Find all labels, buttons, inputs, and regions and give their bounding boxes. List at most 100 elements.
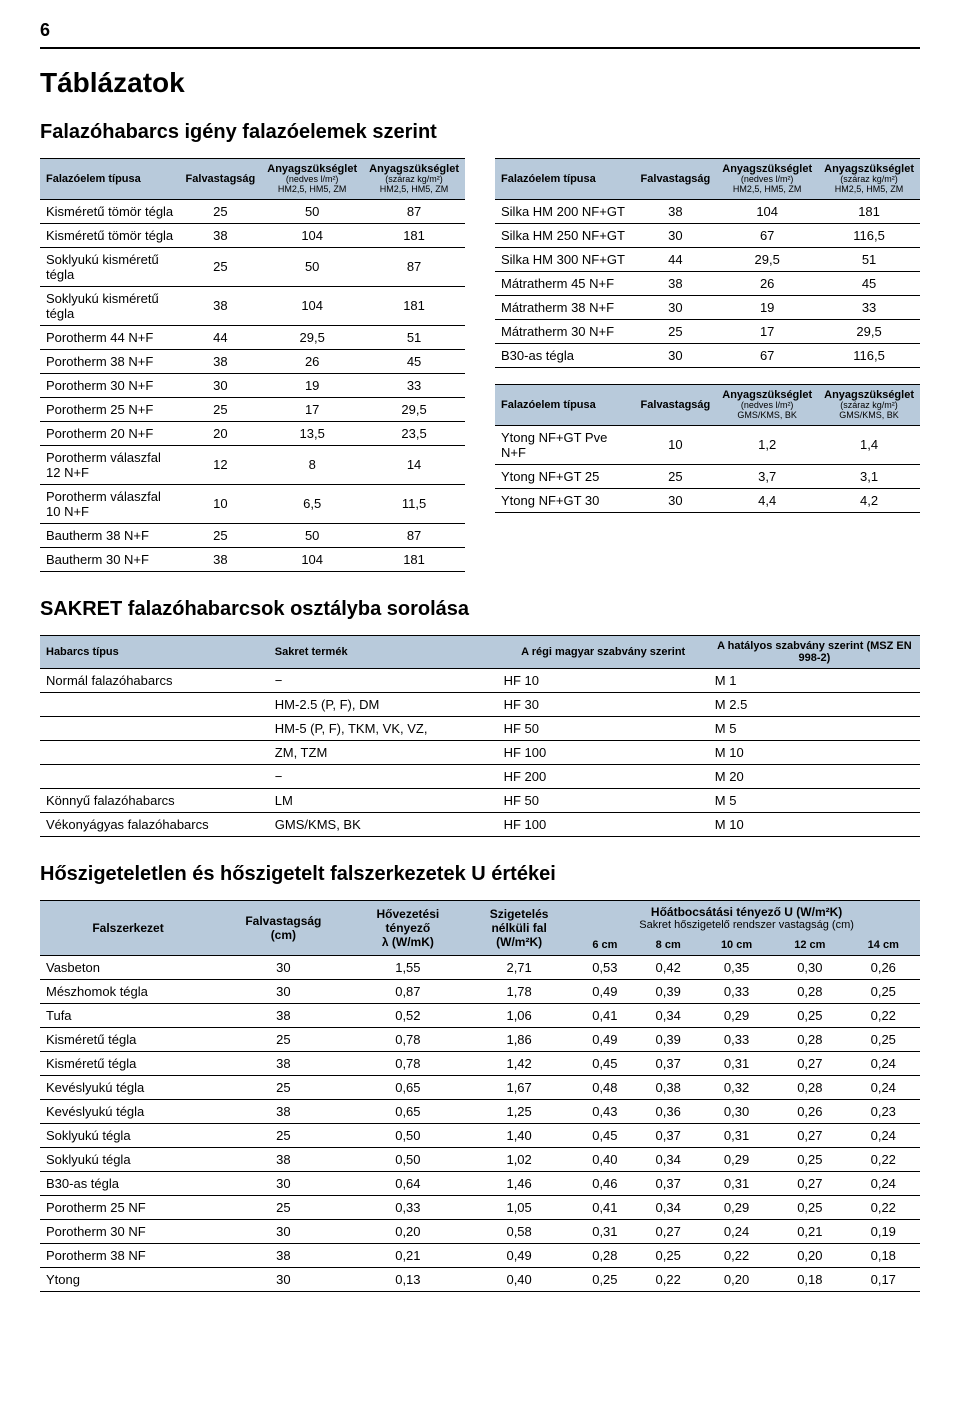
- table-cell: Porotherm 25 NF: [40, 1195, 216, 1219]
- table-cell: 25: [180, 523, 262, 547]
- table-cell: 6,5: [261, 484, 363, 523]
- table-cell: 1,40: [465, 1123, 573, 1147]
- class-table: Habarcs típus Sakret termék A régi magya…: [40, 635, 920, 837]
- th-dry: Anyagszükséglet (száraz kg/m²) GMS/KMS, …: [818, 384, 920, 425]
- table-cell: 0,50: [351, 1123, 465, 1147]
- table-cell: 51: [818, 247, 920, 271]
- table-cell: Mátratherm 38 N+F: [495, 295, 635, 319]
- table-cell: 0,41: [573, 1195, 636, 1219]
- table-cell: 30: [635, 295, 717, 319]
- th-sub: 10 cm: [700, 935, 773, 956]
- table-cell: 0,21: [351, 1243, 465, 1267]
- table-cell: 0,29: [700, 1195, 773, 1219]
- table-row: Kisméretű tömör tégla255087: [40, 199, 465, 223]
- table-cell: [40, 716, 269, 740]
- subtitle-2: SAKRET falazóhabarcsok osztályba sorolás…: [40, 598, 920, 621]
- table-row: Könnyű falazóhabarcsLMHF 50M 5: [40, 788, 920, 812]
- th-wet: Anyagszükséglet (nedves l/m²) GMS/KMS, B…: [716, 384, 818, 425]
- table-cell: 0,65: [351, 1075, 465, 1099]
- table-cell: 50: [261, 523, 363, 547]
- th-l2: (cm): [271, 928, 296, 942]
- table-cell: 0,27: [773, 1123, 846, 1147]
- table-cell: 33: [818, 295, 920, 319]
- table-cell: 25: [180, 199, 262, 223]
- table-cell: 0,25: [637, 1243, 700, 1267]
- table-header-row: Habarcs típus Sakret termék A régi magya…: [40, 635, 920, 668]
- th-wet: Anyagszükséglet (nedves l/m²) HM2,5, HM5…: [261, 159, 363, 200]
- table-row: Vasbeton301,552,710,530,420,350,300,26: [40, 955, 920, 979]
- table-cell: 0,40: [465, 1267, 573, 1291]
- table-cell: 0,18: [773, 1267, 846, 1291]
- table-cell: Tufa: [40, 1003, 216, 1027]
- table-cell: 0,30: [773, 955, 846, 979]
- th-habarcs: Habarcs típus: [40, 635, 269, 668]
- table-cell: 2,71: [465, 955, 573, 979]
- table-cell: 3,1: [818, 464, 920, 488]
- table-cell: 38: [635, 199, 717, 223]
- table-cell: 0,31: [700, 1123, 773, 1147]
- table-cell: 11,5: [363, 484, 465, 523]
- left-column: Falazóelem típusa Falvastagság Anyagszük…: [40, 158, 465, 572]
- table-cell: 25: [216, 1195, 351, 1219]
- table-row: HM-2.5 (P, F), DMHF 30M 2.5: [40, 692, 920, 716]
- page-number: 6: [40, 20, 920, 41]
- table-cell: 29,5: [363, 397, 465, 421]
- table-cell: 0,18: [847, 1243, 920, 1267]
- table-cell: 0,20: [700, 1267, 773, 1291]
- table-cell: 0,27: [773, 1171, 846, 1195]
- table-cell: Ytong NF+GT Pve N+F: [495, 425, 635, 464]
- table-cell: 0,45: [573, 1123, 636, 1147]
- table-cell: 104: [261, 286, 363, 325]
- th-thickness: Falvastagság: [635, 384, 717, 425]
- table-cell: 0,19: [847, 1219, 920, 1243]
- table-cell: M 10: [709, 812, 920, 836]
- table-cell: 26: [716, 271, 818, 295]
- table-cell: Ytong NF+GT 30: [495, 488, 635, 512]
- table-cell: Könnyű falazóhabarcs: [40, 788, 269, 812]
- table-row: Soklyukú tégla380,501,020,400,340,290,25…: [40, 1147, 920, 1171]
- table-cell: Silka HM 250 NF+GT: [495, 223, 635, 247]
- table-cell: 0,31: [700, 1051, 773, 1075]
- table-cell: 181: [363, 223, 465, 247]
- table-cell: 0,23: [847, 1099, 920, 1123]
- table-cell: 0,37: [637, 1051, 700, 1075]
- table-cell: Bautherm 38 N+F: [40, 523, 180, 547]
- th-thickness: Falvastagság: [180, 159, 262, 200]
- table-cell: 0,38: [637, 1075, 700, 1099]
- table-cell: Vasbeton: [40, 955, 216, 979]
- table-row: Mészhomok tégla300,871,780,490,390,330,2…: [40, 979, 920, 1003]
- table-cell: B30-as tégla: [40, 1171, 216, 1195]
- table-row: ZM, TZMHF 100M 10: [40, 740, 920, 764]
- table-cell: 0,24: [847, 1171, 920, 1195]
- th-wet-l3: HM2,5, HM5, ZM: [267, 185, 357, 195]
- table-cell: 0,33: [700, 979, 773, 1003]
- table-cell: Kisméretű tömör tégla: [40, 223, 180, 247]
- th-l1: Szigetelés: [490, 907, 549, 921]
- table-cell: 0,24: [847, 1051, 920, 1075]
- table-row: Vékonyágyas falazóhabarcsGMS/KMS, BKHF 1…: [40, 812, 920, 836]
- table-cell: 0,25: [573, 1267, 636, 1291]
- table-cell: 10: [180, 484, 262, 523]
- table-cell: M 20: [709, 764, 920, 788]
- table-cell: 19: [261, 373, 363, 397]
- table-row: Porotherm 30 NF300,200,580,310,270,240,2…: [40, 1219, 920, 1243]
- table-cell: 30: [216, 979, 351, 1003]
- table-cell: 0,42: [637, 955, 700, 979]
- two-column-layout: Falazóelem típusa Falvastagság Anyagszük…: [40, 158, 920, 572]
- th-lambda: Hővezetési tényező λ (W/mK): [351, 900, 465, 955]
- table-cell: 0,27: [773, 1051, 846, 1075]
- u-table: Falszerkezet Falvastagság (cm) Hővezetés…: [40, 900, 920, 1292]
- table-cell: 0,46: [573, 1171, 636, 1195]
- table-cell: 25: [635, 319, 717, 343]
- th-dry-l3: HM2,5, HM5, ZM: [369, 185, 459, 195]
- table-cell: 104: [261, 223, 363, 247]
- table-cell: 1,42: [465, 1051, 573, 1075]
- table-cell: 38: [216, 1147, 351, 1171]
- table-cell: 12: [180, 445, 262, 484]
- table-cell: 38: [216, 1003, 351, 1027]
- table-cell: HF 200: [498, 764, 709, 788]
- table-cell: Bautherm 30 N+F: [40, 547, 180, 571]
- table-row: Porotherm válaszfal 10 N+F106,511,5: [40, 484, 465, 523]
- table-cell: B30-as tégla: [495, 343, 635, 367]
- table-cell: 0,50: [351, 1147, 465, 1171]
